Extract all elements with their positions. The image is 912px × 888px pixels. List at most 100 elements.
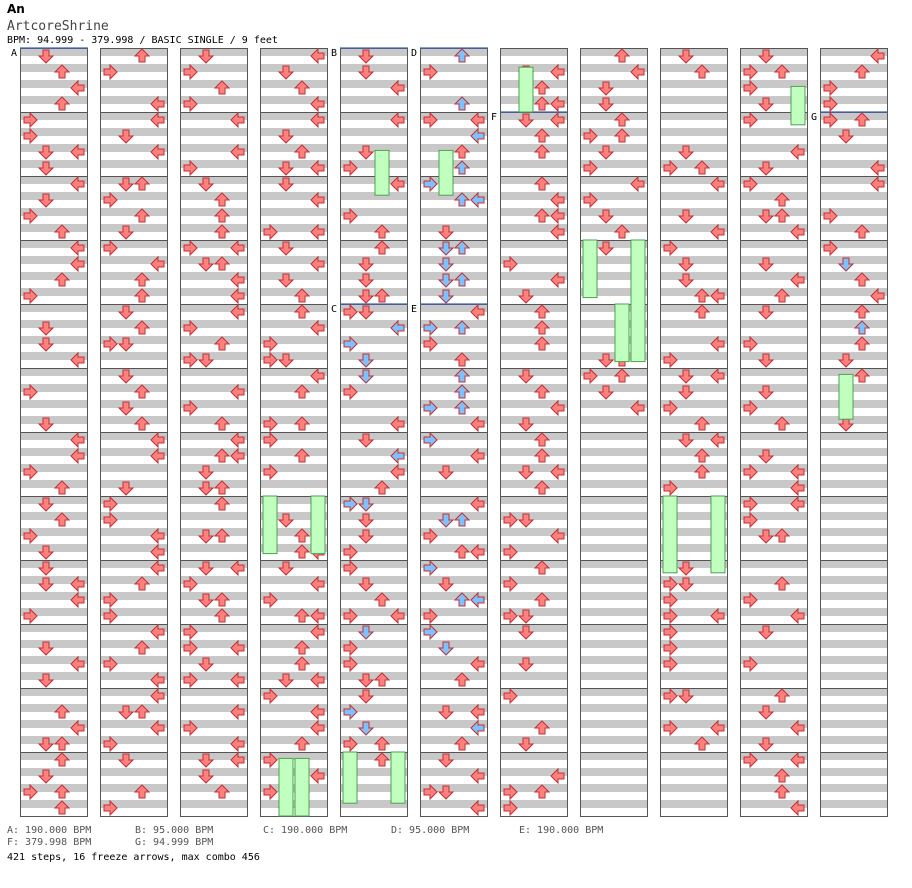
left-arrow-icon — [183, 719, 198, 737]
left-arrow-icon — [183, 159, 198, 177]
up-arrow-icon — [53, 736, 71, 751]
up-arrow-icon — [53, 96, 71, 111]
left-arrow-icon — [503, 511, 518, 529]
down-arrow-icon — [117, 225, 135, 240]
down-arrow-icon — [597, 81, 615, 96]
left-arrow-icon — [743, 175, 758, 193]
up-arrow-icon — [773, 784, 791, 799]
down-arrow-icon — [757, 705, 775, 720]
right-arrow-icon — [150, 143, 165, 161]
down-arrow-icon — [197, 353, 215, 368]
left-arrow-icon — [423, 559, 438, 577]
up-arrow-icon — [773, 528, 791, 543]
up-arrow-icon — [533, 144, 551, 159]
left-arrow-icon — [183, 575, 198, 593]
right-arrow-icon — [70, 255, 85, 273]
right-arrow-icon — [710, 607, 725, 625]
up-arrow-icon — [53, 800, 71, 815]
left-arrow-icon — [663, 623, 678, 641]
up-arrow-icon — [613, 112, 631, 127]
down-arrow-icon — [757, 625, 775, 640]
left-arrow-icon — [823, 207, 838, 225]
up-arrow-icon — [213, 496, 231, 511]
section-label: F — [491, 112, 497, 123]
up-arrow-icon — [133, 208, 151, 223]
left-arrow-icon — [663, 479, 678, 497]
down-arrow-icon — [437, 641, 455, 656]
left-arrow-icon — [663, 351, 678, 369]
section-label: G — [811, 112, 817, 123]
up-arrow-icon — [53, 272, 71, 287]
right-arrow-icon — [310, 671, 325, 689]
down-arrow-icon — [117, 177, 135, 192]
left-arrow-icon — [103, 63, 118, 81]
right-arrow-icon — [310, 111, 325, 129]
right-arrow-icon — [630, 175, 645, 193]
left-arrow-icon — [343, 543, 358, 561]
right-arrow-icon — [550, 207, 565, 225]
up-arrow-icon — [693, 448, 711, 463]
up-arrow-icon — [853, 320, 871, 335]
up-arrow-icon — [293, 528, 311, 543]
right-arrow-icon — [310, 575, 325, 593]
freeze-arrow-icon — [710, 495, 726, 574]
chart-column — [500, 48, 568, 817]
down-arrow-icon — [597, 145, 615, 160]
right-arrow-icon — [710, 431, 725, 449]
down-arrow-icon — [277, 161, 295, 176]
up-arrow-icon — [533, 592, 551, 607]
right-arrow-icon — [390, 415, 405, 433]
down-arrow-icon — [37, 641, 55, 656]
right-arrow-icon — [470, 415, 485, 433]
up-arrow-icon — [133, 176, 151, 191]
up-arrow-icon — [533, 80, 551, 95]
down-arrow-icon — [837, 129, 855, 144]
right-arrow-icon — [70, 655, 85, 673]
right-arrow-icon — [70, 447, 85, 465]
left-arrow-icon — [23, 207, 38, 225]
up-arrow-icon — [133, 272, 151, 287]
down-arrow-icon — [677, 433, 695, 448]
right-arrow-icon — [230, 239, 245, 257]
up-arrow-icon — [693, 160, 711, 175]
down-arrow-icon — [677, 369, 695, 384]
right-arrow-icon — [790, 463, 805, 481]
right-arrow-icon — [790, 607, 805, 625]
up-arrow-icon — [453, 192, 471, 207]
up-arrow-icon — [853, 64, 871, 79]
down-arrow-icon — [597, 385, 615, 400]
right-arrow-icon — [470, 303, 485, 321]
right-arrow-icon — [70, 719, 85, 737]
left-arrow-icon — [743, 591, 758, 609]
up-arrow-icon — [213, 224, 231, 239]
left-arrow-icon — [23, 111, 38, 129]
down-arrow-icon — [357, 145, 375, 160]
up-arrow-icon — [773, 192, 791, 207]
up-arrow-icon — [693, 64, 711, 79]
right-arrow-icon — [390, 111, 405, 129]
down-arrow-icon — [517, 625, 535, 640]
right-arrow-icon — [310, 255, 325, 273]
down-arrow-icon — [37, 577, 55, 592]
left-arrow-icon — [343, 383, 358, 401]
up-arrow-icon — [693, 464, 711, 479]
down-arrow-icon — [757, 49, 775, 64]
down-arrow-icon — [357, 369, 375, 384]
right-arrow-icon — [150, 543, 165, 561]
left-arrow-icon — [343, 495, 358, 513]
down-arrow-icon — [277, 177, 295, 192]
down-arrow-icon — [117, 129, 135, 144]
right-arrow-icon — [310, 159, 325, 177]
right-arrow-icon — [470, 799, 485, 817]
down-arrow-icon — [677, 689, 695, 704]
left-arrow-icon — [263, 415, 278, 433]
left-arrow-icon — [503, 607, 518, 625]
up-arrow-icon — [533, 176, 551, 191]
down-arrow-icon — [37, 769, 55, 784]
down-arrow-icon — [197, 753, 215, 768]
bpm-b: B: 95.000 BPM — [135, 825, 214, 836]
right-arrow-icon — [550, 271, 565, 289]
up-arrow-icon — [213, 592, 231, 607]
up-arrow-icon — [293, 384, 311, 399]
down-arrow-icon — [117, 305, 135, 320]
